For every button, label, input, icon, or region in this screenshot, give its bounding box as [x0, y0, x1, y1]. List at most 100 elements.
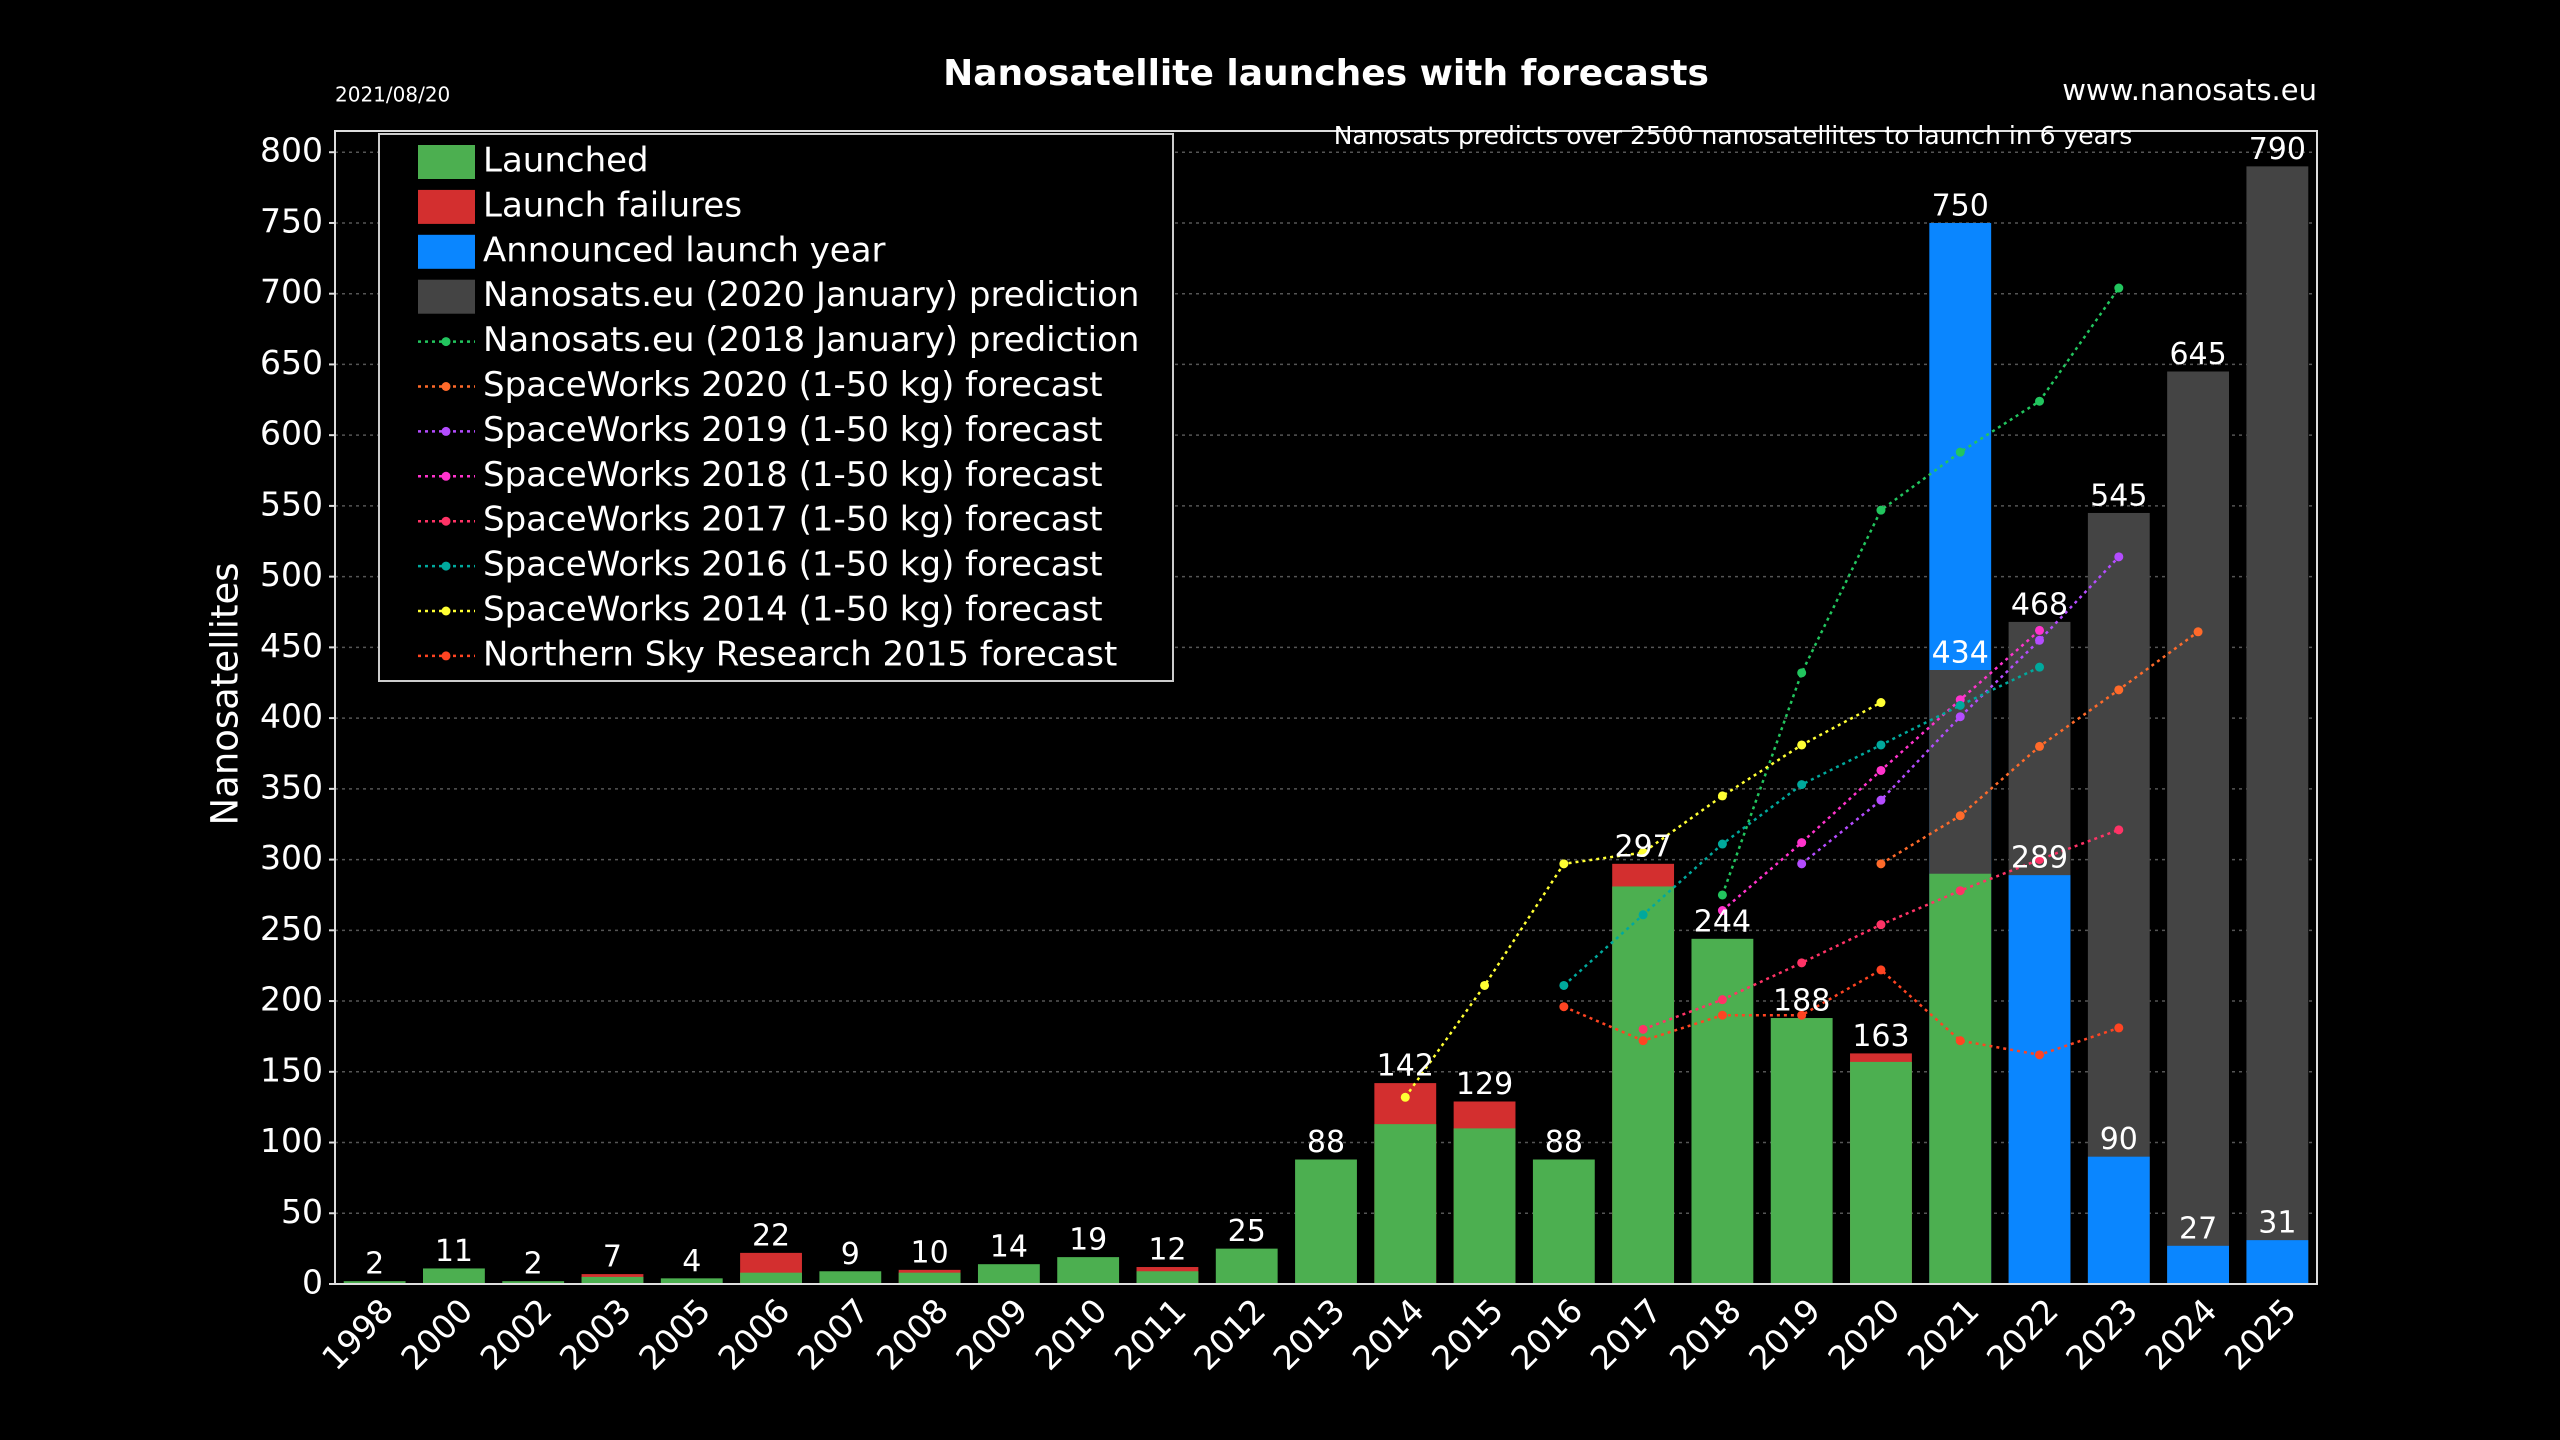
y-tick-label: 700	[260, 272, 323, 311]
y-tick-label: 800	[260, 131, 323, 170]
data-label: 129	[1456, 1067, 1513, 1102]
data-label: 10	[911, 1235, 949, 1270]
line-marker	[1717, 890, 1727, 900]
y-tick-label: 250	[260, 909, 323, 948]
line-marker	[1638, 1036, 1648, 1046]
bar	[1691, 938, 1754, 1284]
data-label: 27	[2179, 1211, 2217, 1246]
legend-marker	[441, 382, 451, 391]
legend-label: Launch failures	[483, 185, 742, 225]
bar	[1929, 873, 1992, 1284]
y-tick-label: 600	[260, 414, 323, 453]
line-marker	[2035, 625, 2045, 635]
line-marker	[2193, 627, 2203, 637]
line-marker	[1797, 780, 1807, 790]
data-label: 88	[1307, 1125, 1345, 1160]
line-marker	[1638, 910, 1648, 920]
line-marker	[1955, 447, 1965, 457]
legend-swatch	[418, 234, 475, 269]
line-marker	[1480, 980, 1490, 990]
line-marker	[2114, 283, 2124, 293]
line-marker	[1876, 920, 1886, 930]
line-marker	[2035, 855, 2045, 865]
legend-marker	[441, 561, 451, 571]
data-label: 12	[1148, 1233, 1186, 1268]
legend-label: Launched	[483, 141, 649, 181]
legend-marker	[441, 471, 451, 481]
data-label: 188	[1773, 984, 1830, 1019]
line-marker	[1797, 859, 1807, 869]
line-marker	[1638, 1024, 1648, 1034]
legend-label: SpaceWorks 2017 (1-50 kg) forecast	[483, 500, 1103, 540]
data-label: 19	[1069, 1223, 1107, 1258]
bar	[2087, 1156, 2150, 1284]
data-label: 545	[2090, 478, 2147, 513]
line-marker	[1717, 906, 1727, 916]
y-tick-label: 350	[260, 767, 323, 806]
y-tick-label: 300	[260, 838, 323, 877]
data-label: 2	[365, 1247, 384, 1282]
y-axis-label: Nanosatellites	[204, 562, 247, 825]
y-tick-label: 750	[260, 201, 323, 240]
data-label: 244	[1694, 904, 1751, 939]
line-marker	[1717, 839, 1727, 849]
legend-marker	[441, 606, 451, 616]
y-tick-label: 50	[281, 1192, 323, 1231]
line-marker	[1559, 859, 1569, 869]
legend-swatch	[418, 279, 475, 314]
bar	[1057, 1257, 1120, 1284]
bar	[819, 1271, 882, 1284]
source: www.nanosats.eu	[2062, 73, 2317, 107]
line-marker	[1559, 980, 1569, 990]
y-tick-label: 0	[302, 1263, 323, 1302]
legend-label: SpaceWorks 2018 (1-50 kg) forecast	[483, 455, 1103, 495]
line-marker	[1876, 965, 1886, 975]
bar	[2087, 512, 2150, 1284]
line-marker	[1638, 848, 1648, 858]
bar	[2167, 1245, 2229, 1284]
bar	[2246, 1240, 2309, 1284]
forecast-line	[1721, 287, 2120, 896]
bar	[1532, 1159, 1595, 1284]
y-tick-label: 550	[260, 484, 323, 523]
data-label: 22	[752, 1218, 790, 1253]
data-label: 9	[841, 1237, 860, 1272]
legend-label: SpaceWorks 2020 (1-50 kg) forecast	[483, 365, 1103, 405]
legend-swatch	[418, 189, 475, 224]
line-marker	[1797, 1010, 1807, 1020]
data-label: 25	[1228, 1214, 1266, 1249]
legend-marker	[441, 651, 451, 661]
data-label: 88	[1545, 1125, 1583, 1160]
line-marker	[2114, 825, 2124, 835]
data-label: 11	[435, 1234, 473, 1269]
bar	[1453, 1128, 1516, 1284]
line-marker	[2114, 685, 2124, 695]
data-label: 289	[2011, 841, 2068, 876]
legend-label: SpaceWorks 2014 (1-50 kg) forecast	[483, 590, 1103, 630]
legend-label: Nanosats.eu (2018 January) prediction	[483, 320, 1139, 360]
legend-marker	[441, 337, 451, 347]
legend-box	[378, 133, 1174, 682]
line-marker	[1876, 505, 1886, 515]
data-label: 31	[2258, 1206, 2296, 1241]
lines	[1400, 283, 2203, 1102]
line-marker	[2114, 1023, 2124, 1033]
line-marker	[2035, 396, 2045, 406]
bars	[343, 166, 2309, 1285]
data-label: 163	[1852, 1019, 1909, 1054]
line-marker	[1717, 791, 1727, 801]
data-label: 645	[2169, 337, 2226, 372]
line-marker	[1955, 811, 1965, 821]
legend-label: SpaceWorks 2016 (1-50 kg) forecast	[483, 545, 1103, 585]
y-tick-label: 200	[260, 980, 323, 1019]
legend-label: SpaceWorks 2019 (1-50 kg) forecast	[483, 410, 1103, 450]
annotation: Nanosats predicts over 2500 nanosatellit…	[1334, 121, 2133, 150]
bar	[1612, 886, 1675, 1284]
data-label: 2	[524, 1247, 543, 1282]
line-marker	[2035, 741, 2045, 751]
bar	[2246, 166, 2309, 1284]
data-label: 7	[603, 1240, 622, 1275]
